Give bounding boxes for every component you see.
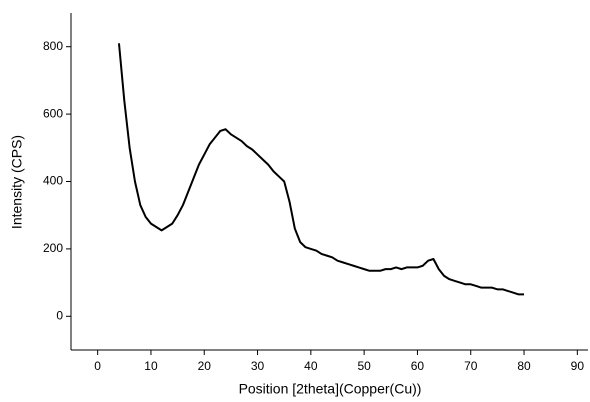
y-tick-label: 600 — [43, 106, 63, 120]
x-tick-label: 30 — [251, 359, 265, 373]
y-tick-label: 200 — [43, 241, 63, 255]
x-tick-label: 50 — [357, 359, 371, 373]
x-tick-label: 60 — [411, 359, 425, 373]
x-tick-label: 10 — [144, 359, 158, 373]
data-line — [117, 43, 525, 296]
x-tick-label: 40 — [304, 359, 318, 373]
x-tick-label: 90 — [571, 359, 585, 373]
y-tick-label: 800 — [43, 39, 63, 53]
x-tick-label: 80 — [517, 359, 531, 373]
x-tick-label: 20 — [198, 359, 212, 373]
x-axis-label: Position [2theta](Copper(Cu)) — [239, 381, 422, 397]
x-tick-label: 70 — [464, 359, 478, 373]
y-tick-label: 0 — [56, 308, 63, 322]
y-tick-label: 400 — [43, 174, 63, 188]
y-axis-label: Intensity (CPS) — [9, 135, 25, 229]
x-tick-label: 0 — [94, 359, 101, 373]
